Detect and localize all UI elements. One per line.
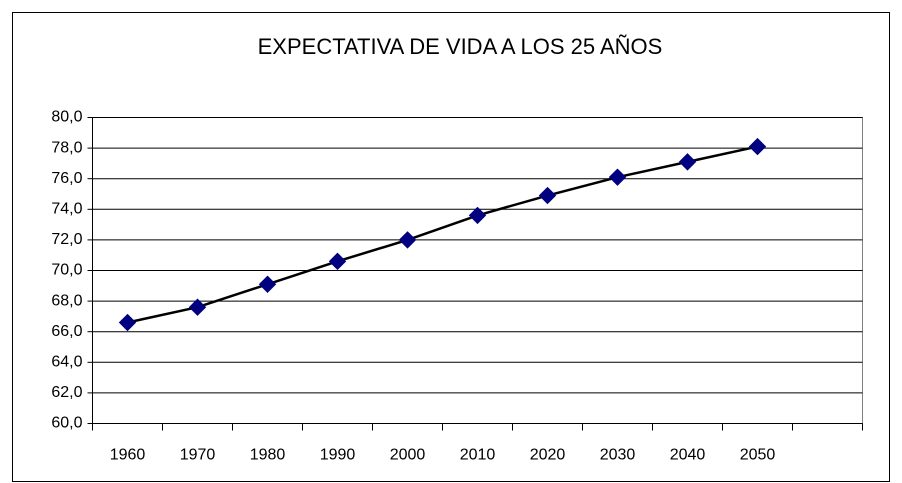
x-tick-label: 1970 xyxy=(180,447,216,464)
marker xyxy=(258,275,277,293)
y-tick-label: 76,0 xyxy=(51,170,82,187)
marker xyxy=(678,153,697,171)
y-tick-label: 70,0 xyxy=(51,262,82,279)
y-tick-label: 78,0 xyxy=(51,139,82,156)
marker xyxy=(188,298,207,316)
y-tick-label: 68,0 xyxy=(51,292,82,309)
y-tick-label: 66,0 xyxy=(51,323,82,340)
marker xyxy=(468,206,487,225)
y-tick-label: 60,0 xyxy=(51,415,82,432)
chart-title: EXPECTATIVA DE VIDA A LOS 25 AÑOS xyxy=(258,34,663,59)
x-tick-label: 2050 xyxy=(740,447,776,464)
x-tick-label: 1980 xyxy=(250,447,286,464)
marker xyxy=(398,231,417,249)
y-tick-label: 74,0 xyxy=(51,201,82,218)
x-tick-label: 2000 xyxy=(390,447,426,464)
marker xyxy=(748,137,767,156)
marker xyxy=(608,168,627,186)
x-tick-label: 2040 xyxy=(670,447,706,464)
y-tick-label: 62,0 xyxy=(51,384,82,401)
x-tick-label: 1990 xyxy=(320,447,356,464)
x-tick-label: 2030 xyxy=(600,447,636,464)
marker xyxy=(538,186,557,205)
x-tick-label: 1960 xyxy=(110,447,146,464)
y-tick-label: 72,0 xyxy=(51,231,82,248)
marker xyxy=(328,252,347,271)
y-tick-label: 64,0 xyxy=(51,354,82,371)
x-tick-label: 2010 xyxy=(460,447,496,464)
marker xyxy=(118,313,137,332)
y-tick-label: 80,0 xyxy=(51,109,82,126)
x-tick-label: 2020 xyxy=(530,447,566,464)
series-line xyxy=(127,145,758,324)
